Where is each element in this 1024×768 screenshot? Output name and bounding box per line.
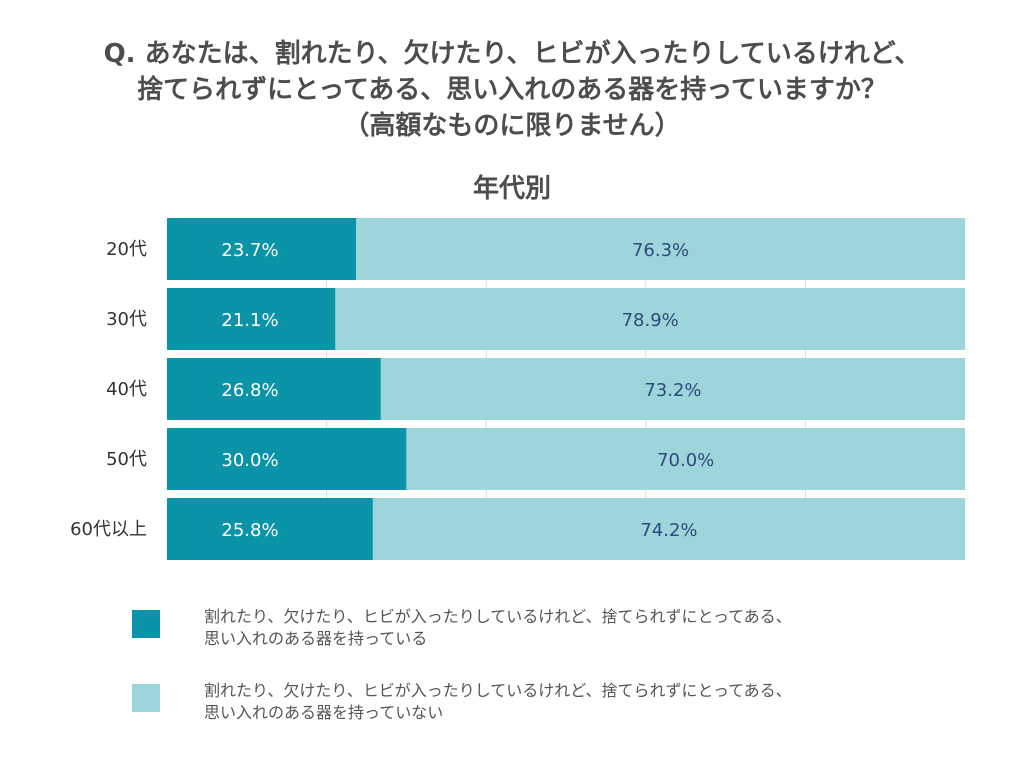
legend-label-has: 割れたり、欠けたり、ヒビが入ったりしているけれど、捨てられずにとってある、 思い… — [204, 606, 944, 650]
data-label: 78.9% — [622, 310, 679, 331]
bar-segment — [372, 498, 965, 560]
bar-segment — [167, 288, 336, 350]
bar-segment — [167, 428, 407, 490]
title-line-2: 捨てられずにとってある、思い入れのある器を持っていますか？ — [137, 75, 887, 105]
legend-swatch-not — [132, 684, 160, 712]
bar-segment — [167, 358, 381, 420]
category-label: 60代以上 — [70, 519, 147, 540]
stacked-bar-chart: 20代 23.7% 76.3% 30代 21.1% 78.9% 40代 26.8% 73.2% 5… — [70, 218, 966, 560]
legend-item-has: 割れたり、欠けたり、ヒビが入ったりしているけれど、捨てられずにとってある、 思い… — [132, 606, 952, 654]
data-label: 73.2% — [644, 380, 701, 401]
legend-label-has-line2: 思い入れのある器を持っている — [204, 629, 428, 648]
legend-label-not-line2: 思い入れのある器を持っていない — [204, 703, 444, 722]
title-line-1: Q. あなたは、割れたり、欠けたり、ヒビが入ったりしているけれど、 — [103, 39, 921, 69]
category-label: 30代 — [106, 309, 147, 330]
data-label: 21.1% — [221, 310, 278, 331]
data-label: 25.8% — [221, 520, 278, 541]
legend-label-not: 割れたり、欠けたり、ヒビが入ったりしているけれど、捨てられずにとってある、 思い… — [204, 680, 944, 724]
bar-segment — [167, 498, 373, 560]
bar-segment — [380, 358, 965, 420]
legend-swatch-has — [132, 610, 160, 638]
data-label: 76.3% — [632, 240, 689, 261]
legend-label-has-line1: 割れたり、欠けたり、ヒビが入ったりしているけれど、捨てられずにとってある、 — [204, 607, 792, 626]
category-label: 40代 — [106, 379, 147, 400]
data-label: 30.0% — [221, 450, 278, 471]
legend-item-not: 割れたり、欠けたり、ヒビが入ったりしているけれど、捨てられずにとってある、 思い… — [132, 680, 952, 728]
legend-label-not-line1: 割れたり、欠けたり、ヒビが入ったりしているけれど、捨てられずにとってある、 — [204, 681, 792, 700]
bar-segment — [356, 218, 966, 280]
bar-segment — [335, 288, 965, 350]
bar-segment — [406, 428, 965, 490]
category-label: 50代 — [106, 449, 147, 470]
bar-segment — [167, 218, 357, 280]
data-label: 70.0% — [657, 450, 714, 471]
chart-question-title: Q. あなたは、割れたり、欠けたり、ヒビが入ったりしているけれど、 捨てられずに… — [0, 36, 1024, 144]
data-label: 74.2% — [640, 520, 697, 541]
chart-title: 年代別 — [472, 174, 551, 204]
data-label: 23.7% — [221, 240, 278, 261]
title-line-3: （高額なものに限りません） — [343, 111, 681, 141]
category-label: 20代 — [106, 239, 147, 260]
data-label: 26.8% — [221, 380, 278, 401]
